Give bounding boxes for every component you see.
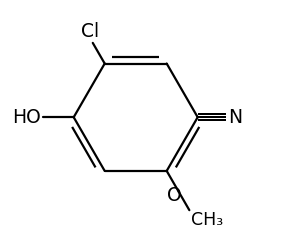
Text: N: N [228,108,242,127]
Text: CH₃: CH₃ [190,211,223,229]
Text: Cl: Cl [81,21,100,41]
Text: HO: HO [12,108,41,127]
Text: O: O [167,185,181,204]
